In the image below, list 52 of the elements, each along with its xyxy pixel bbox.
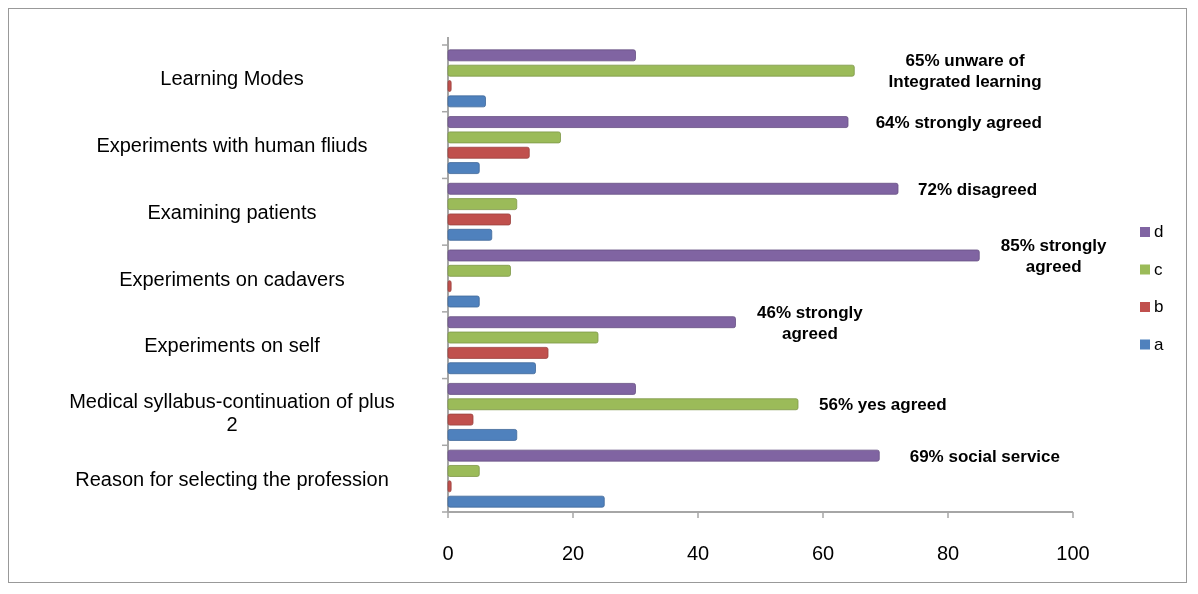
bar bbox=[447, 480, 452, 493]
x-tick-label: 0 bbox=[442, 542, 454, 564]
y-tick-label: Experiments on cadavers bbox=[119, 267, 345, 290]
bar bbox=[447, 228, 493, 241]
x-tick-label: 60 bbox=[811, 542, 835, 564]
bar bbox=[447, 398, 799, 411]
y-tick-label: Experiments with human fliuds bbox=[96, 134, 368, 157]
bar bbox=[447, 413, 474, 426]
legend-label: a bbox=[1154, 334, 1164, 354]
bar bbox=[447, 213, 511, 226]
annotation: 85% strongly agreed bbox=[1000, 235, 1108, 276]
annotation: 69% social service bbox=[909, 446, 1060, 466]
bar bbox=[447, 249, 980, 262]
bar bbox=[447, 264, 511, 277]
y-tick-label: Learning Modes bbox=[160, 67, 304, 90]
bar bbox=[447, 146, 530, 159]
bar bbox=[447, 182, 899, 195]
x-tick-label: 40 bbox=[686, 542, 710, 564]
annotation: 65% unware of Integrated learning bbox=[888, 51, 1042, 92]
x-tick-label: 100 bbox=[1056, 542, 1090, 564]
bar bbox=[447, 465, 480, 477]
bar bbox=[447, 49, 636, 62]
bar bbox=[447, 95, 486, 108]
bar bbox=[447, 346, 549, 359]
y-tick-label: Medical syllabus-continuation of plus 2 bbox=[69, 389, 395, 435]
legend-label: d bbox=[1154, 222, 1164, 241]
bar bbox=[447, 383, 636, 395]
bar bbox=[447, 331, 599, 344]
bar bbox=[447, 449, 880, 462]
y-tick-label: Experiments on self bbox=[144, 334, 321, 357]
x-tick-label: 80 bbox=[936, 542, 960, 564]
bar bbox=[447, 116, 849, 128]
x-tick-label: 20 bbox=[561, 542, 585, 564]
bar bbox=[447, 495, 605, 508]
bar bbox=[447, 64, 855, 77]
annotation: 56% yes agreed bbox=[819, 395, 947, 415]
annotation: 64% strongly agreed bbox=[875, 113, 1042, 133]
annotation: 46% strongly agreed bbox=[756, 302, 864, 343]
bar bbox=[447, 280, 452, 293]
y-tick-label: Examining patients bbox=[147, 200, 317, 223]
legend-label: c bbox=[1154, 259, 1163, 279]
bar bbox=[447, 162, 480, 174]
bar bbox=[447, 295, 480, 308]
annotation: 72% disagreed bbox=[918, 179, 1038, 199]
bar bbox=[447, 316, 736, 329]
legend-label: b bbox=[1154, 297, 1164, 316]
bar bbox=[447, 362, 536, 375]
bar bbox=[447, 429, 518, 441]
bar bbox=[447, 131, 561, 144]
bar bbox=[447, 80, 452, 92]
y-tick-label: Reason for selecting the profession bbox=[75, 467, 389, 490]
bar bbox=[447, 198, 518, 211]
